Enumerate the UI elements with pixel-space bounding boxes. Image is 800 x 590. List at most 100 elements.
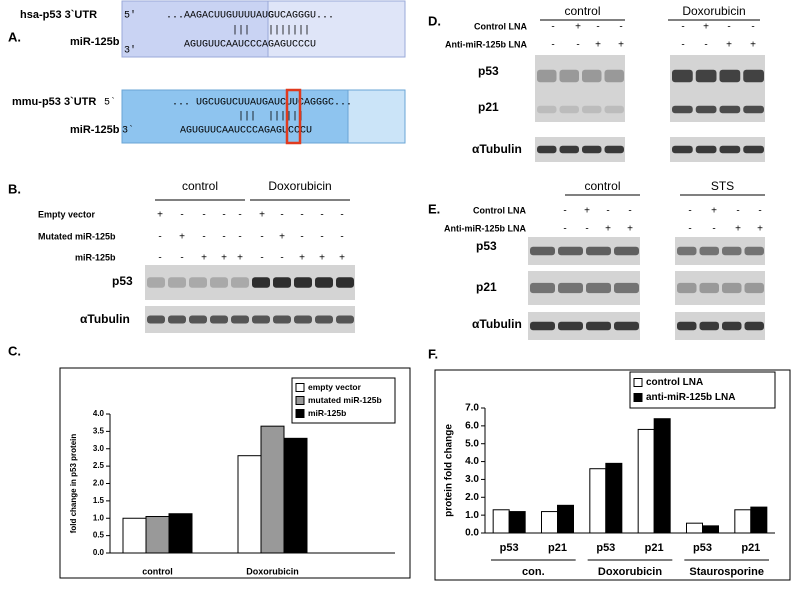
group-label: Doxorubicin: [598, 566, 662, 578]
sign: -: [180, 210, 183, 221]
sign: -: [736, 206, 739, 217]
sign: -: [280, 210, 283, 221]
blot-band: [719, 105, 741, 114]
sign: +: [339, 253, 345, 264]
sign: +: [237, 253, 243, 264]
mmu-box: [121, 89, 349, 144]
y-tick-label: 0.0: [93, 548, 105, 557]
blot-band: [537, 145, 557, 154]
y-tick-label: 0.0: [465, 528, 479, 539]
blot-band: [744, 321, 764, 331]
blot-band: [147, 277, 165, 288]
blot-label: αTubulin: [472, 317, 522, 331]
blot-band: [672, 105, 693, 114]
y-tick-label: 2.0: [93, 479, 105, 488]
sign: +: [595, 40, 601, 51]
blot-band: [558, 246, 583, 256]
legend-label: control LNA: [646, 377, 703, 388]
sign: +: [703, 22, 709, 33]
hsa-box-site: [267, 0, 406, 58]
blot-band: [722, 321, 742, 331]
blot-band: [719, 145, 741, 154]
y-tick-label: 7.0: [465, 403, 479, 414]
legend-swatch: [295, 396, 305, 405]
legend-swatch: [295, 409, 305, 418]
sign: -: [551, 40, 554, 51]
sign: -: [158, 253, 161, 264]
blot-band: [672, 145, 693, 154]
sign: -: [238, 210, 241, 221]
sign: +: [584, 206, 590, 217]
bar: [702, 525, 719, 534]
blot-band: [744, 246, 764, 256]
sign: +: [750, 40, 756, 51]
blot-band: [582, 69, 602, 83]
site-seq: CUCAGGGU...: [268, 11, 334, 22]
seq-name: mmu-p53 3`UTR: [12, 96, 96, 108]
blot-label: p21: [476, 280, 497, 294]
sign: -: [758, 206, 761, 217]
sign: +: [319, 253, 325, 264]
sign: -: [751, 22, 754, 33]
sign: -: [712, 224, 715, 235]
bar: [145, 516, 170, 554]
blot-band: [743, 145, 764, 154]
bar: [637, 428, 655, 534]
mir-name: miR-125b: [70, 124, 120, 136]
blot-band: [294, 315, 312, 324]
legend-swatch: [633, 393, 643, 402]
sign: +: [259, 210, 265, 221]
bar: [686, 522, 703, 534]
sign: +: [605, 224, 611, 235]
sign: +: [757, 224, 763, 235]
sign: +: [726, 40, 732, 51]
sign: +: [157, 210, 163, 221]
chart-frame: [434, 369, 791, 581]
sign: +: [179, 232, 185, 243]
blot-band: [614, 282, 639, 294]
blot-band: [273, 277, 291, 288]
blot-band: [315, 315, 333, 324]
blot-band: [695, 145, 717, 154]
bar: [605, 462, 623, 534]
blot-band: [336, 315, 354, 324]
sign: -: [320, 210, 323, 221]
blot-band: [537, 69, 557, 83]
row-label: miR-125b: [75, 252, 116, 262]
blot-band: [582, 105, 602, 114]
bar: [168, 513, 193, 554]
bar: [557, 504, 574, 534]
mir-name: miR-125b: [70, 36, 120, 48]
mismatch-highlight: [285, 88, 302, 145]
blot-band: [699, 246, 719, 256]
group-label: STS: [711, 179, 734, 193]
blot-band: [558, 321, 583, 331]
panel-label: A.: [8, 29, 21, 44]
blot-band: [231, 315, 249, 324]
blot-label: p53: [476, 239, 497, 253]
blot-label: αTubulin: [472, 142, 522, 156]
row-label: Empty vector: [38, 209, 96, 219]
blot-band: [530, 246, 555, 256]
blot-membrane: [535, 97, 625, 122]
seq-end: 5`: [104, 96, 116, 109]
y-tick-label: 1.5: [93, 496, 105, 505]
sign: -: [596, 22, 599, 33]
group-label: control: [584, 179, 620, 193]
group-label: con.: [522, 566, 545, 578]
blot-band: [586, 282, 611, 294]
blot-band: [586, 321, 611, 331]
blot-band: [168, 277, 186, 288]
blot-band: [530, 321, 555, 331]
blot-label: p53: [112, 274, 133, 288]
legend-swatch: [295, 383, 305, 392]
row-label: Control LNA: [474, 21, 527, 31]
blot-band: [559, 69, 579, 83]
sign: -: [300, 232, 303, 243]
blot-label: αTubulin: [80, 312, 130, 326]
row-label: Control LNA: [473, 205, 526, 215]
pairing: ||| |||||||: [232, 25, 310, 37]
sign: -: [619, 22, 622, 33]
bar: [283, 437, 308, 554]
sign: -: [704, 40, 707, 51]
